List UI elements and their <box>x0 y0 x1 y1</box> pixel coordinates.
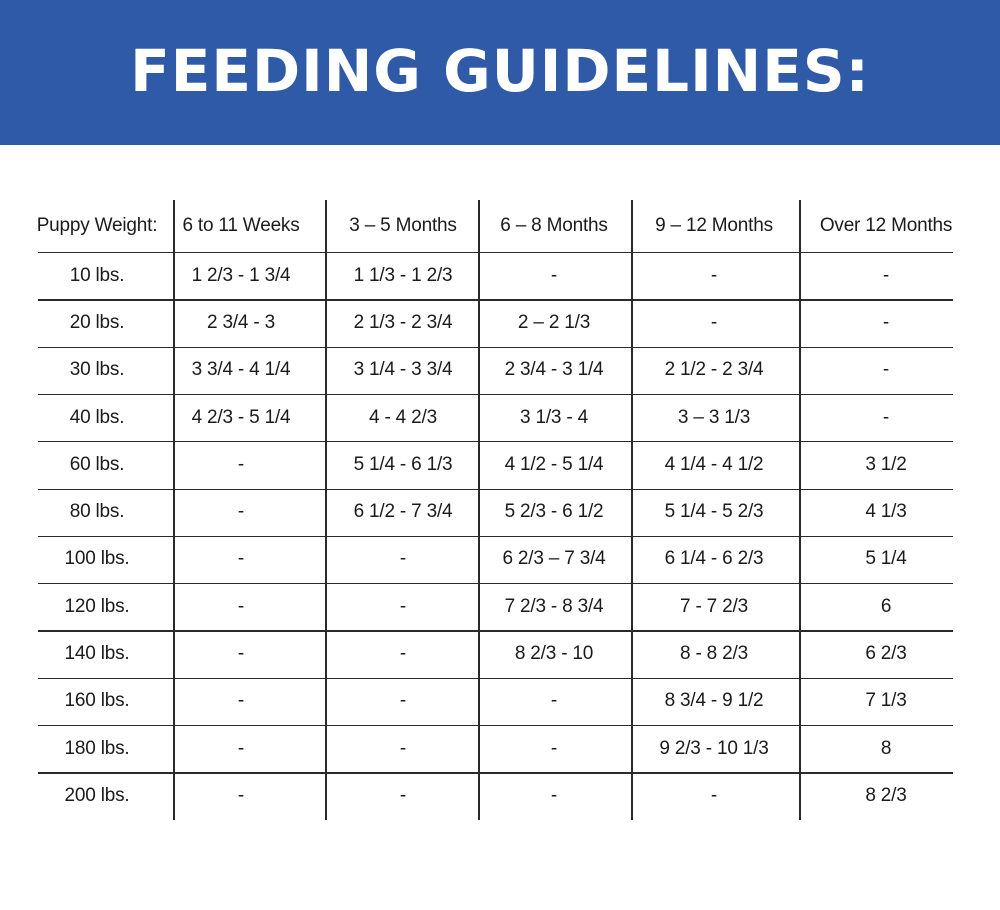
table-cell: 2 – 2 1/3 <box>517 311 591 333</box>
table-cell: - <box>882 311 890 333</box>
table-cell: 6 2/3 – 7 3/4 <box>502 548 606 570</box>
row-weight-label: 20 lbs. <box>69 311 125 333</box>
table-cell: - <box>882 359 890 381</box>
column-header-age: 6 – 8 Months <box>500 215 608 236</box>
column-header-age: 9 – 12 Months <box>655 215 773 236</box>
column-header-weight: Puppy Weight: <box>36 215 158 236</box>
table-cell: - <box>550 690 558 712</box>
table-cell: - <box>550 784 558 806</box>
table-cell: - <box>399 784 407 806</box>
table-cell: - <box>399 643 407 665</box>
row-divider <box>38 535 953 538</box>
table-cell: 3 1/4 - 3 3/4 <box>353 359 453 381</box>
row-weight-label: 80 lbs. <box>69 501 125 523</box>
table-cell: - <box>399 595 407 617</box>
table-cell: - <box>237 453 245 475</box>
table-cell: 8 2/3 - 10 <box>514 643 594 665</box>
table-cell: 4 1/2 - 5 1/4 <box>504 453 604 475</box>
table-cell: 2 1/2 - 2 3/4 <box>664 359 764 381</box>
row-divider <box>38 393 953 396</box>
row-divider <box>38 346 953 348</box>
table-cell: 1 2/3 - 1 3/4 <box>191 264 291 286</box>
table-cell: - <box>237 690 245 712</box>
table-cell: - <box>237 595 245 617</box>
table-cell: - <box>399 690 407 712</box>
row-weight-label: 120 lbs. <box>64 595 130 617</box>
table-cell: 7 1/3 <box>865 690 907 712</box>
table-cell: 6 2/3 <box>865 643 907 665</box>
table-cell: - <box>237 784 245 806</box>
table-cell: 6 1/2 - 7 3/4 <box>353 501 453 523</box>
row-weight-label: 30 lbs. <box>69 359 125 381</box>
table-cell: 1 1/3 - 1 2/3 <box>353 264 453 286</box>
table-cell: 4 - 4 2/3 <box>369 406 437 428</box>
row-divider <box>38 441 953 443</box>
row-weight-label: 140 lbs. <box>64 643 130 665</box>
table-cell: 5 1/4 <box>865 548 907 570</box>
table-cell: - <box>710 784 718 806</box>
table-cell: 5 1/4 - 6 1/3 <box>353 453 453 475</box>
table-cell: - <box>237 501 245 523</box>
table-cell: 2 1/3 - 2 3/4 <box>353 311 453 333</box>
row-divider <box>38 583 953 585</box>
table-cell: 3 3/4 - 4 1/4 <box>191 359 291 381</box>
table-cell: - <box>399 737 407 759</box>
table-cell: - <box>237 548 245 570</box>
page-title: FEEDING GUIDELINES: <box>130 36 870 105</box>
table-cell: 4 2/3 - 5 1/4 <box>191 406 291 428</box>
column-divider <box>478 200 480 820</box>
table-cell: 8 3/4 - 9 1/2 <box>664 690 764 712</box>
table-cell: - <box>710 264 718 286</box>
table-cell: - <box>237 737 245 759</box>
table-cell: - <box>882 264 890 286</box>
column-header-age: Over 12 Months <box>819 215 953 236</box>
row-divider <box>38 630 953 632</box>
table-cell: - <box>399 548 407 570</box>
table-cell: - <box>550 737 558 759</box>
row-divider <box>38 725 953 727</box>
table-cell: 6 <box>880 595 892 617</box>
table-cell: 8 <box>880 737 892 759</box>
row-divider <box>38 299 953 301</box>
row-weight-label: 10 lbs. <box>69 264 125 286</box>
row-divider <box>38 488 953 490</box>
table-cell: 4 1/3 <box>865 501 907 523</box>
table-cell: 5 2/3 - 6 1/2 <box>504 501 604 523</box>
table-cell: 6 1/4 - 6 2/3 <box>664 548 764 570</box>
row-weight-label: 60 lbs. <box>69 453 125 475</box>
row-weight-label: 160 lbs. <box>64 690 130 712</box>
table-cell: 3 1/2 <box>865 453 907 475</box>
table-cell: 7 - 7 2/3 <box>680 595 748 617</box>
row-weight-label: 40 lbs. <box>69 406 125 428</box>
row-divider <box>38 252 953 254</box>
table-cell: 7 2/3 - 8 3/4 <box>504 595 604 617</box>
table-cell: - <box>550 264 558 286</box>
row-weight-label: 200 lbs. <box>64 784 130 806</box>
row-weight-label: 100 lbs. <box>64 548 130 570</box>
table-cell: 3 1/3 - 4 <box>520 406 588 428</box>
column-divider <box>325 200 327 820</box>
column-divider <box>799 200 801 820</box>
column-header-age: 6 to 11 Weeks <box>182 215 300 236</box>
column-divider <box>173 200 175 820</box>
table-cell: - <box>710 311 718 333</box>
row-weight-label: 180 lbs. <box>64 737 130 759</box>
table-cell: 4 1/4 - 4 1/2 <box>664 453 764 475</box>
table-cell: 5 1/4 - 5 2/3 <box>664 501 764 523</box>
table-cell: 2 3/4 - 3 <box>207 311 275 333</box>
title-banner: FEEDING GUIDELINES: <box>0 0 1000 145</box>
column-divider <box>631 200 633 820</box>
row-divider <box>38 772 953 774</box>
table-cell: - <box>882 406 890 428</box>
column-header-age: 3 – 5 Months <box>349 215 457 236</box>
table-cell: - <box>237 643 245 665</box>
table-cell: 2 3/4 - 3 1/4 <box>504 359 604 381</box>
row-divider <box>38 677 953 679</box>
table-cell: 3 – 3 1/3 <box>677 406 751 428</box>
table-cell: 9 2/3 - 10 1/3 <box>659 737 769 759</box>
table-cell: 8 - 8 2/3 <box>680 643 748 665</box>
table-cell: 8 2/3 <box>865 784 907 806</box>
